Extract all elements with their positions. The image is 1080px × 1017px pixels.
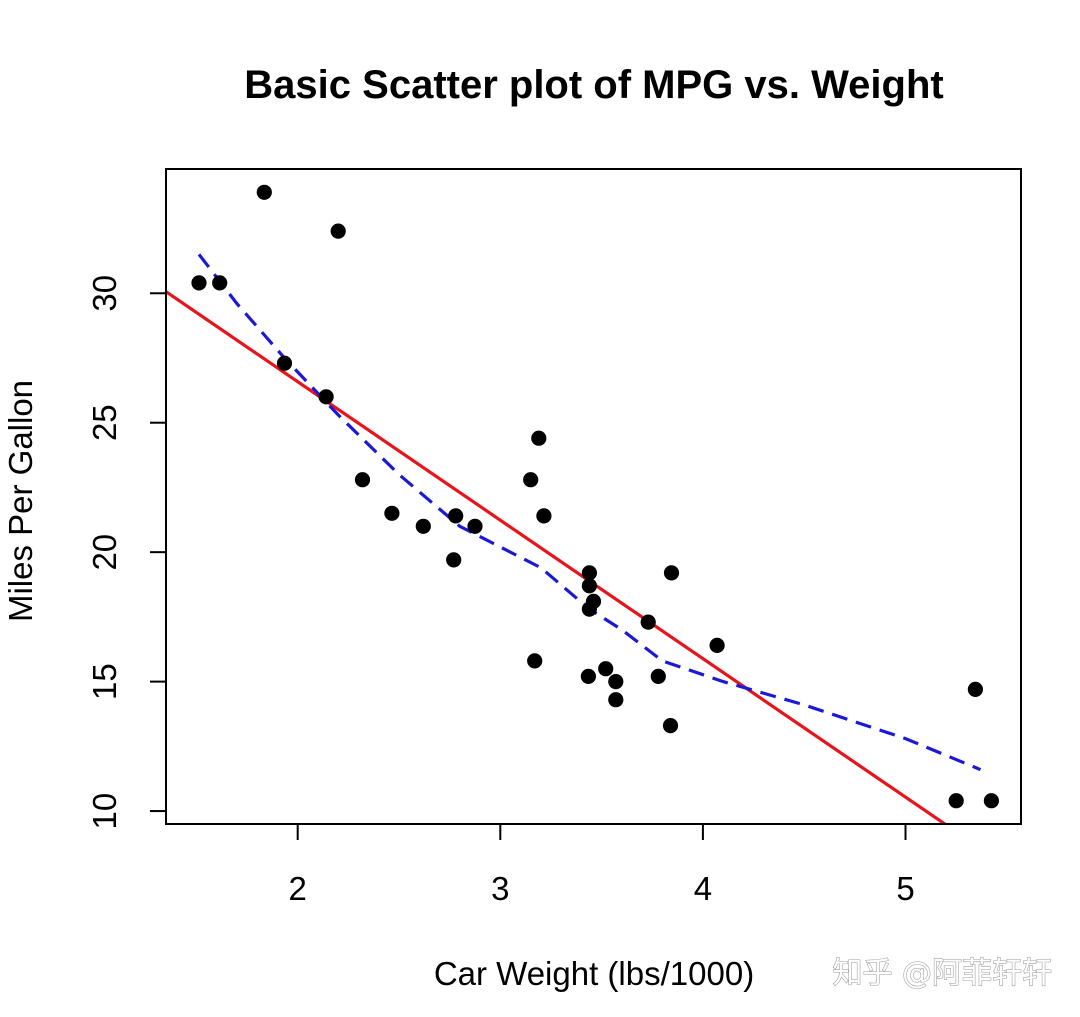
data-point xyxy=(581,578,598,594)
x-tick-label: 4 xyxy=(694,870,712,907)
chart-title: Basic Scatter plot of MPG vs. Weight xyxy=(244,63,943,107)
y-axis: 10 15 20 25 30 xyxy=(86,275,167,830)
data-point xyxy=(256,184,272,200)
data-point xyxy=(527,653,543,669)
y-tick-label: 15 xyxy=(86,663,123,700)
data-point xyxy=(276,355,293,371)
x-tick-label: 5 xyxy=(896,870,914,907)
x-tick-label: 2 xyxy=(289,870,307,907)
data-point xyxy=(212,275,228,291)
data-point xyxy=(967,681,984,698)
data-point xyxy=(598,661,614,677)
data-point xyxy=(948,793,964,809)
data-point xyxy=(709,637,725,654)
data-point xyxy=(650,668,666,685)
data-point xyxy=(662,718,679,734)
watermark: 知乎 @阿菲轩轩 xyxy=(832,956,1052,991)
y-tick-label: 30 xyxy=(86,275,123,312)
lowess-line xyxy=(197,253,982,772)
data-point xyxy=(191,275,207,291)
fit-lines xyxy=(166,253,982,824)
data-point xyxy=(330,223,346,239)
y-tick-label: 25 xyxy=(86,404,123,441)
x-axis-label: Car Weight (lbs/1000) xyxy=(434,955,754,992)
data-points xyxy=(191,184,1000,809)
data-point xyxy=(384,505,400,521)
data-point xyxy=(448,508,464,524)
data-point xyxy=(640,614,656,630)
data-point xyxy=(446,552,462,568)
data-point xyxy=(608,674,624,690)
y-tick-label: 20 xyxy=(86,534,123,571)
data-point xyxy=(580,668,597,685)
data-point xyxy=(354,472,371,488)
y-axis-label: Miles Per Gallon xyxy=(2,380,39,622)
data-point xyxy=(523,472,539,488)
x-axis: 2 3 4 5 xyxy=(289,823,915,907)
data-point xyxy=(983,793,1000,809)
data-point xyxy=(318,389,334,405)
data-point xyxy=(415,518,431,534)
data-point xyxy=(531,430,547,446)
data-point xyxy=(663,565,680,581)
data-point xyxy=(536,508,552,524)
data-point xyxy=(581,565,598,581)
data-point xyxy=(608,692,624,708)
data-point xyxy=(467,518,483,534)
x-tick-label: 3 xyxy=(491,870,509,907)
y-tick-label: 10 xyxy=(86,793,123,830)
plot-frame xyxy=(165,168,1022,825)
regression-line xyxy=(166,290,948,824)
data-point xyxy=(581,601,598,617)
